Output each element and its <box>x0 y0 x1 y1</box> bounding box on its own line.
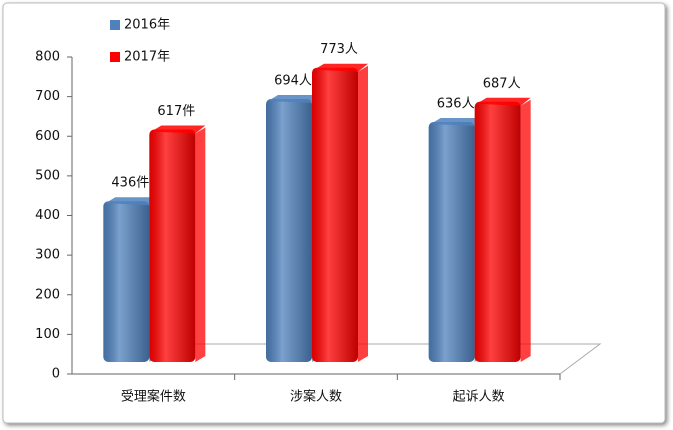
bar-top <box>430 117 485 126</box>
y-tick-label: 200 <box>35 287 60 302</box>
bar-top <box>105 197 160 206</box>
bar-side <box>358 65 368 362</box>
bar-shade <box>428 121 475 362</box>
x-tick-label: 起诉人数 <box>453 390 505 405</box>
y-tick-label: 700 <box>35 89 60 104</box>
bar-shade <box>312 67 358 362</box>
value-label: 773人 <box>320 42 358 57</box>
x-tick-label: 受理案件数 <box>121 390 186 405</box>
bar-shade <box>103 201 150 362</box>
y-tick-label: 100 <box>35 327 60 342</box>
bar-top <box>268 95 322 104</box>
bar-side <box>195 127 206 362</box>
value-label: 636人 <box>437 96 475 111</box>
value-label: 694人 <box>274 74 312 89</box>
bar-shade <box>149 129 196 362</box>
bar-top <box>314 63 368 72</box>
legend-marker <box>110 52 120 62</box>
bar-shade <box>266 99 312 362</box>
value-label: 436件 <box>111 176 149 191</box>
y-tick-label: 0 <box>52 367 60 382</box>
y-tick-label: 600 <box>35 129 60 144</box>
value-label: 617件 <box>157 104 195 119</box>
legend-marker <box>110 20 120 30</box>
y-tick-label: 500 <box>35 168 60 183</box>
bar-top <box>476 97 531 106</box>
bar-shade <box>474 101 521 363</box>
bar-top <box>151 125 206 134</box>
y-tick-label: 800 <box>35 50 60 65</box>
x-tick-label: 涉案人数 <box>290 390 342 405</box>
legend-label: 2016年 <box>124 18 170 33</box>
legend-label: 2017年 <box>124 50 170 65</box>
value-label: 687人 <box>483 76 521 91</box>
y-tick-label: 300 <box>35 248 60 263</box>
bar-side <box>520 99 531 363</box>
y-tick-label: 400 <box>35 208 60 223</box>
